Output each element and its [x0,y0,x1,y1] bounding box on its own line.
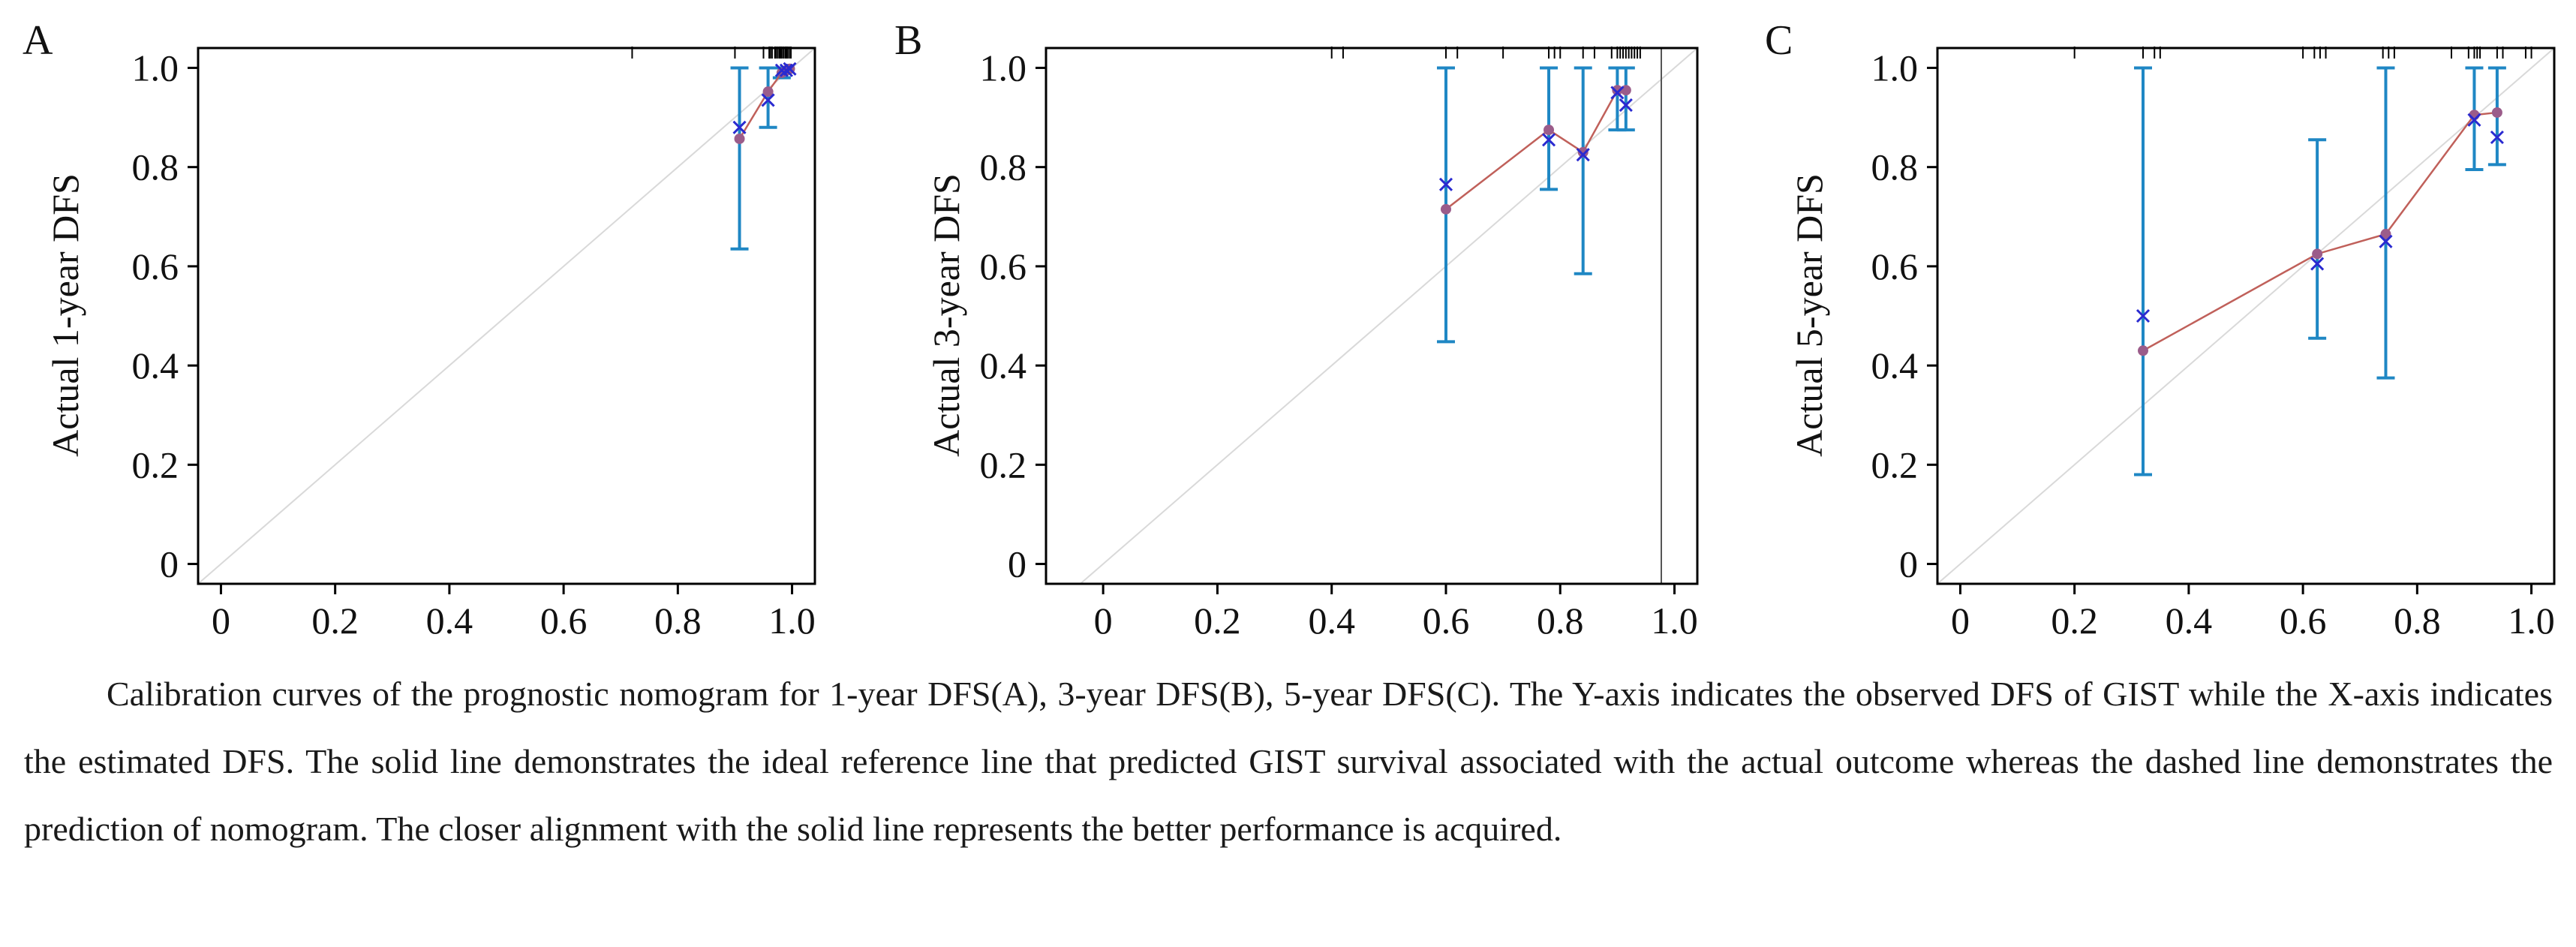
bias-corrected-marker [732,120,747,134]
x-tick-label: 0.8 [2394,600,2441,642]
y-tick-label: 0.8 [1871,146,1919,188]
apparent-point [1612,85,1623,96]
plot-frame [1045,47,1699,585]
panel-label: C [1765,17,1793,64]
y-axis-label: Actual 1-year DFS [44,173,86,457]
ideal-reference-line [1937,48,2554,584]
x-tick-label: 0.4 [1308,600,1355,642]
apparent-calibration-line [2142,111,2498,352]
bias-corrected-marker [1610,86,1625,100]
y-axis-label: Actual 5-year DFS [1788,173,1830,457]
panel-label: A [23,17,53,64]
y-tick-label: 0.4 [1871,344,1919,386]
apparent-point [1440,203,1451,215]
calibration-panel-A: 0 0.2 0.4 0.6 0.8 1.0 0 0.2 0.4 0.6 0.8 1.0 Actual 1… [23,17,816,642]
x-tick-label: 0.6 [2280,600,2327,642]
y-tick-label: 0.4 [980,344,1027,386]
x-tick-label: 0.6 [1423,600,1470,642]
bias-corrected-marker [2310,257,2325,271]
calibration-panel-C: 0 0.2 0.4 0.6 0.8 1.0 0 0.2 0.4 0.6 0.8 1.0 Actual 5… [1765,17,2556,642]
y-tick-label: 1.0 [980,47,1027,89]
ideal-reference-line [1079,48,1697,584]
apparent-point [2380,228,2391,239]
y-tick-label: 0.4 [132,344,179,386]
apparent-point [2491,107,2502,118]
x-tick-label: 0.4 [426,600,473,642]
x-tick-label: 0 [1951,600,1970,642]
apparent-point [2312,248,2323,260]
figure-caption: Calibration curves of the prognostic nom… [24,660,2553,863]
plot-frame [1936,47,2556,585]
apparent-point [762,86,774,98]
apparent-calibration-line [1445,89,1626,210]
x-tick-label: 0.2 [311,600,359,642]
y-tick-label: 0.2 [132,443,179,486]
bias-corrected-marker [1619,98,1633,113]
bias-corrected-marker [1541,133,1556,147]
y-tick-label: 0.6 [132,245,179,287]
x-tick-label: 1.0 [1651,600,1698,642]
y-tick-label: 0.8 [132,146,179,188]
bias-corrected-marker [1576,148,1590,162]
panel-label: B [894,17,922,64]
x-tick-label: 0.8 [1537,600,1584,642]
bias-corrected-marker [761,93,775,107]
x-tick-label: 0.2 [2051,600,2098,642]
x-tick-label: 0 [1094,600,1113,642]
x-tick-label: 0.2 [1194,600,1241,642]
bias-corrected-marker [2490,130,2504,145]
bias-corrected-marker [1438,177,1453,191]
bias-corrected-marker [779,63,794,77]
x-tick-label: 0 [212,600,230,642]
y-tick-label: 0.2 [1871,443,1919,486]
caption-text: Calibration curves of the prognostic nom… [24,675,2553,848]
x-tick-label: 0.4 [2166,600,2213,642]
y-tick-label: 0 [1008,543,1026,585]
calibration-figure: 0 0.2 0.4 0.6 0.8 1.0 0 0.2 0.4 0.6 0.8 1.0 Actual 1… [23,17,2556,642]
x-tick-label: 1.0 [768,600,816,642]
y-tick-label: 1.0 [1871,47,1919,89]
bias-corrected-marker [2467,113,2481,127]
bias-corrected-marker [2379,234,2393,248]
calibration-panel-B: 0 0.2 0.4 0.6 0.8 1.0 0 0.2 0.4 0.6 0.8 1.0 Actual 3… [894,17,1699,642]
bias-corrected-marker [2136,308,2151,323]
x-tick-label: 0.6 [540,600,588,642]
x-tick-label: 0.8 [654,600,702,642]
y-tick-label: 1.0 [132,47,179,89]
y-axis-label: Actual 3-year DFS [925,173,967,457]
y-tick-label: 0 [160,543,179,585]
y-tick-label: 0.6 [980,245,1027,287]
apparent-point [1543,125,1555,136]
ideal-reference-line [198,48,815,584]
apparent-point [734,133,745,144]
y-tick-label: 0.2 [980,443,1027,486]
y-tick-label: 0 [1899,543,1918,585]
plot-frame [197,47,816,585]
apparent-point [1577,146,1589,158]
x-tick-label: 1.0 [2508,600,2555,642]
apparent-point [2138,345,2148,356]
y-tick-label: 0.6 [1871,245,1919,287]
bias-corrected-marker [783,62,797,76]
y-tick-label: 0.8 [980,146,1027,188]
